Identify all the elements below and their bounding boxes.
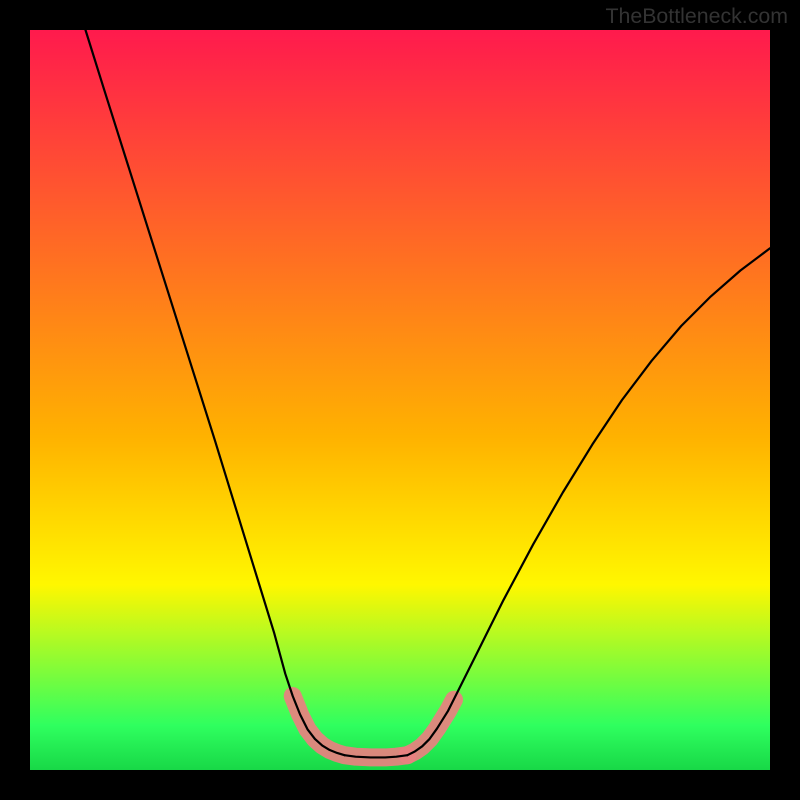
chart-frame: TheBottleneck.com	[0, 0, 800, 800]
curve-left	[86, 30, 345, 755]
highlight-glow-0	[293, 696, 408, 757]
curve-right	[407, 248, 770, 755]
chart-svg	[0, 0, 800, 800]
highlight-glow-1	[407, 700, 454, 756]
